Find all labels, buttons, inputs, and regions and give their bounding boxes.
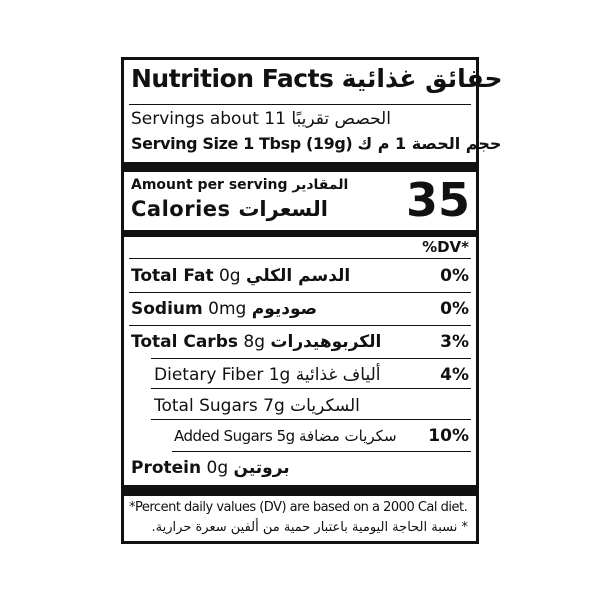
servings-per-container: Servings about 11 الحصص تقريبًا (131, 109, 391, 129)
nutrient-row-sodium: Sodium 0mg صوديوم 0% (131, 293, 469, 324)
nutrition-facts-label: Nutrition Facts حقائق غذائية Servings ab… (121, 57, 503, 544)
nutrient-dv: 4% (440, 364, 469, 385)
nutrient-amount: 8g (243, 331, 265, 352)
amount-per-serving: Amount per serving المقادير (131, 177, 348, 193)
calories-english: Calories (131, 197, 231, 221)
servings-arabic: الحصص تقريبًا (291, 109, 391, 129)
divider (129, 325, 471, 326)
divider (151, 358, 471, 359)
nutrient-amount: 0mg (208, 298, 247, 319)
nutrient-dv: 0% (440, 298, 469, 319)
label-title: Nutrition Facts حقائق غذائية (131, 64, 503, 93)
nutrient-row-total-fat: Total Fat 0g الدسم الكلي 0% (131, 260, 469, 291)
nutrient-dv: 10% (428, 425, 469, 446)
nutrient-name-arabic: سكريات مضافة (298, 426, 397, 445)
nutrient-amount: 5g (276, 426, 296, 445)
nutrient-name: Dietary Fiber (154, 364, 264, 385)
amount-english: Amount per serving (131, 177, 288, 193)
nutrient-name-arabic: صوديوم (251, 298, 318, 319)
serving-size-arabic: حجم الحصة 1 م ك (357, 134, 502, 153)
nutrient-amount: 7g (263, 395, 285, 416)
servings-english: Servings about 11 (131, 109, 286, 129)
nutrient-name-arabic: السكريات (290, 395, 360, 416)
nutrient-dv: 3% (440, 331, 469, 352)
calories-arabic: السعرات (238, 197, 328, 221)
nutrient-row-total-sugars: Total Sugars 7g السكريات (154, 390, 469, 421)
serving-size-english: Serving Size 1 Tbsp (19g) (131, 134, 353, 153)
amount-arabic: المقادير (292, 177, 349, 193)
nutrient-name: Sodium (131, 298, 203, 319)
thick-divider (124, 162, 476, 172)
nutrient-amount: 0g (206, 457, 229, 478)
calories-value: 35 (405, 173, 470, 227)
nutrient-row-total-carbs: Total Carbs 8g الكربوهيدرات 3% (131, 326, 469, 357)
nutrient-name-arabic: الدسم الكلي (246, 265, 351, 286)
nutrient-name: Total Sugars (154, 395, 258, 416)
footnote-arabic: * نسبة الحاجة اليومية باعتبار حمية من أل… (151, 520, 468, 535)
thick-divider (124, 485, 476, 496)
nutrient-amount: 1g (268, 364, 291, 385)
nutrient-name: Protein (131, 457, 202, 478)
nutrient-row-added-sugars: Added Sugars 5g سكريات مضافة 10% (174, 420, 469, 451)
divider (129, 292, 471, 293)
divider (151, 388, 471, 389)
title-english: Nutrition Facts (131, 64, 334, 93)
nutrient-name-arabic: الكربوهيدرات (270, 331, 382, 352)
nutrient-name-arabic: بروتين (233, 457, 290, 478)
footnote-english: *Percent daily values (DV) are based on … (129, 500, 468, 515)
nutrient-name: Total Fat (131, 265, 214, 286)
divider (151, 419, 471, 420)
nutrient-amount: 0g (218, 265, 241, 286)
serving-size: Serving Size 1 Tbsp (19g) حجم الحصة 1 م … (131, 134, 502, 153)
divider (129, 104, 471, 105)
nutrient-name: Total Carbs (131, 331, 238, 352)
divider (172, 451, 471, 452)
nutrient-row-protein: Protein 0g بروتين (131, 452, 469, 483)
nutrient-name: Added Sugars (174, 426, 273, 445)
thick-divider (124, 230, 476, 237)
dv-header: %DV* (422, 238, 469, 256)
nutrient-name-arabic: ألياف غذائية (295, 364, 381, 385)
calories-label: Calories السعرات (131, 197, 328, 221)
nutrient-row-dietary-fiber: Dietary Fiber 1g ألياف غذائية 4% (154, 359, 469, 390)
divider (129, 258, 471, 259)
title-arabic: حقائق غذائية (341, 64, 503, 93)
nutrient-dv: 0% (440, 265, 469, 286)
